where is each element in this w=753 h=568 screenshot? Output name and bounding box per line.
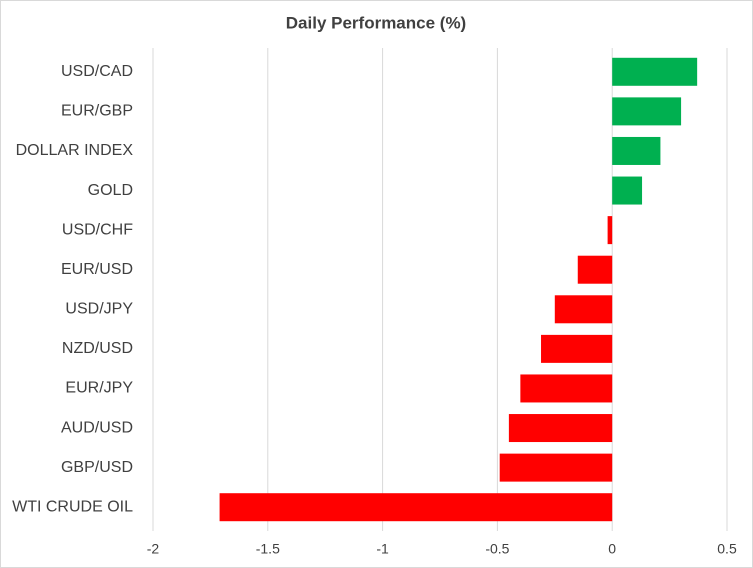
bar [508, 414, 613, 443]
y-tick-label: GOLD [88, 182, 133, 199]
x-tick-label: -2 [147, 541, 160, 557]
y-tick-label: GBP/USD [61, 459, 133, 476]
y-tick-label: NZD/USD [62, 340, 133, 357]
bar [607, 216, 613, 245]
x-tick-label: 0 [608, 541, 616, 557]
x-tick-label: -1 [376, 541, 389, 557]
y-tick-label: USD/CAD [61, 63, 133, 80]
bar [612, 57, 698, 86]
bar [541, 334, 613, 363]
bar [520, 374, 613, 403]
y-tick-label: WTI CRUDE OIL [12, 498, 133, 515]
y-tick-label: USD/CHF [62, 221, 133, 238]
y-tick-label: EUR/JPY [65, 380, 133, 397]
x-tick-label: 0.5 [717, 541, 737, 557]
bar [219, 493, 613, 522]
y-tick-label: EUR/USD [61, 261, 133, 278]
chart-title: Daily Performance (%) [286, 13, 466, 32]
x-tick-label: -1.5 [256, 541, 280, 557]
y-tick-label: AUD/USD [61, 419, 133, 436]
x-tick-label: -0.5 [485, 541, 509, 557]
y-tick-label: DOLLAR INDEX [16, 142, 134, 159]
bar [612, 97, 682, 126]
y-tick-label: EUR/GBP [61, 103, 133, 120]
y-tick-label: USD/JPY [65, 301, 133, 318]
bar [554, 295, 613, 324]
bar [612, 136, 661, 165]
bar [612, 176, 643, 205]
bar [577, 255, 613, 284]
bar [499, 453, 613, 482]
